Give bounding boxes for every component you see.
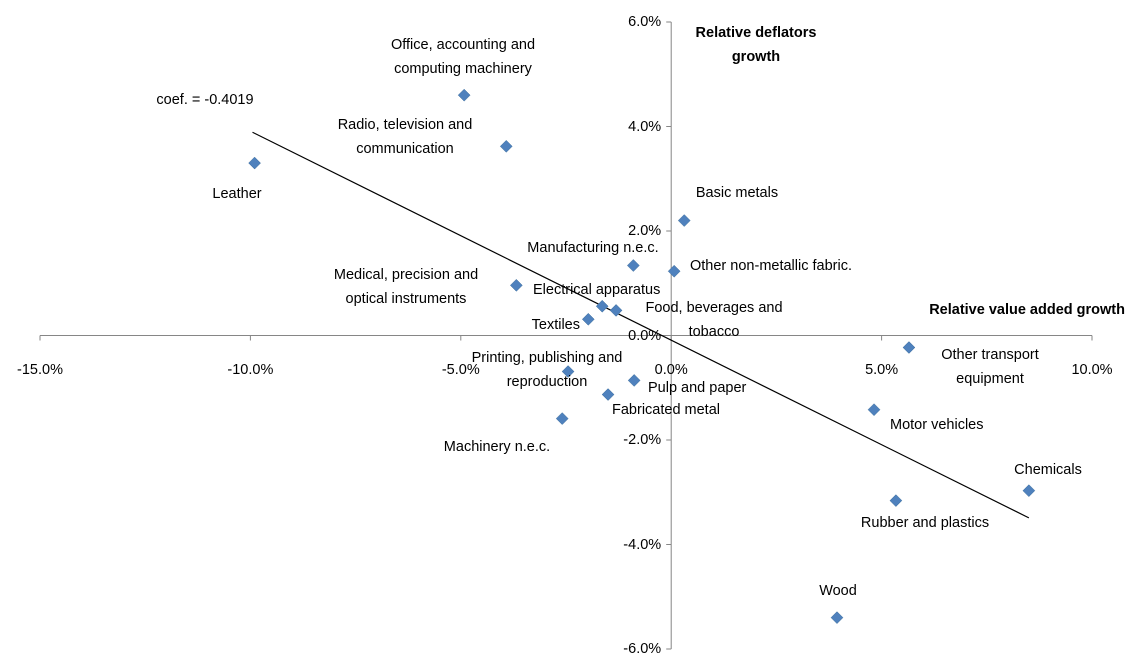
point — [677, 214, 691, 227]
point — [595, 299, 609, 313]
x-tick-label: 10.0% — [1071, 361, 1113, 378]
point — [581, 312, 595, 326]
point — [627, 374, 641, 387]
x-axis-title: Relative value added growth — [929, 302, 1125, 318]
point-label: Pulp and paper — [648, 380, 747, 396]
point — [561, 365, 575, 378]
point-label: Wood — [819, 583, 857, 599]
y-tick-label: 4.0% — [628, 118, 662, 135]
x-tick-label: 0.0% — [654, 361, 688, 378]
point-label: Other transport equipment — [941, 347, 1039, 387]
point-label: Radio, television and communication — [337, 117, 473, 157]
point-label: Food, beverages and tobacco — [645, 300, 783, 340]
y-tick-label: -2.0% — [623, 432, 662, 448]
point-label: Office, accounting and computing machine… — [390, 37, 536, 77]
point-label: Medical, precision and optical instrumen… — [333, 267, 479, 307]
x-tick-label: 5.0% — [865, 361, 899, 378]
point-label: Rubber and plastics — [860, 515, 990, 531]
point-label: Other non-metallic fabric. — [690, 258, 852, 274]
point — [609, 304, 623, 317]
point — [509, 278, 523, 292]
x-tick-label: -10.0% — [227, 361, 274, 378]
point — [889, 494, 903, 507]
point — [248, 156, 261, 170]
point — [1022, 484, 1036, 498]
point — [626, 259, 640, 272]
point — [830, 611, 844, 625]
y-tick-label: -4.0% — [623, 536, 662, 553]
point-label: Leather — [212, 186, 262, 202]
point-label: Chemicals — [1014, 462, 1082, 478]
y-tick-label: 2.0% — [628, 223, 662, 239]
point — [902, 341, 916, 354]
point-label: Manufacturing n.e.c. — [527, 240, 659, 256]
point-label: Electrical apparatus — [533, 282, 661, 298]
y-axis-title: Relative deflators growth — [695, 25, 817, 65]
y-tick-label: 0.0% — [628, 327, 662, 344]
trendline — [252, 131, 1030, 519]
x-tick-label: -5.0% — [441, 361, 480, 378]
point-label: Fabricated metal — [612, 402, 720, 418]
point — [867, 403, 881, 417]
point-label: Machinery n.e.c. — [443, 439, 551, 455]
y-tick-label: 6.0% — [628, 14, 662, 30]
point-label: Motor vehicles — [890, 417, 984, 433]
x-tick-label: -15.0% — [17, 361, 63, 378]
point — [499, 140, 513, 153]
point-label: Basic metals — [695, 185, 779, 201]
point-label: Printing, publishing and reproduction — [471, 350, 623, 390]
point — [457, 88, 471, 102]
point — [601, 388, 615, 401]
trendline-label: coef. = -0.4019 — [156, 92, 254, 108]
point-label: Textiles — [531, 317, 580, 333]
point — [555, 412, 569, 425]
point — [667, 264, 681, 278]
y-tick-label: -6.0% — [623, 641, 662, 655]
